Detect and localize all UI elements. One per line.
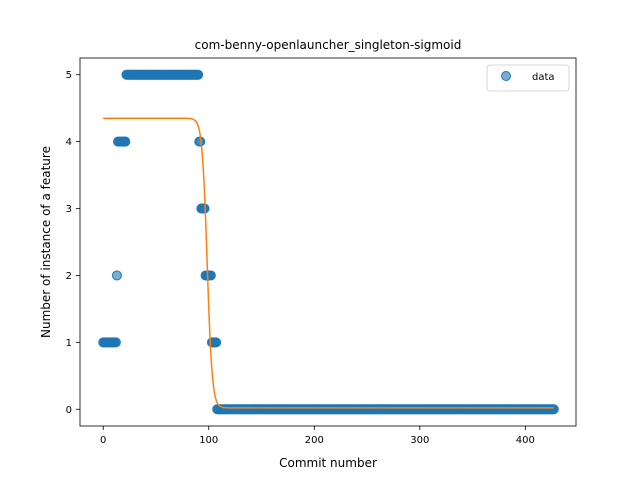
chart-title: com-benny-openlauncher_singleton-sigmoid xyxy=(195,38,462,52)
y-tick-label: 1 xyxy=(66,338,72,349)
legend: data xyxy=(486,64,570,92)
y-tick-label: 5 xyxy=(66,70,72,81)
legend-marker-data xyxy=(501,71,511,81)
legend-box xyxy=(486,64,570,92)
data-point xyxy=(111,270,122,281)
data-point xyxy=(110,337,121,348)
points-layer xyxy=(98,69,559,415)
x-tick-label: 200 xyxy=(305,435,324,446)
data-point xyxy=(205,270,216,281)
x-tick-label: 100 xyxy=(199,435,218,446)
x-tick-label: 400 xyxy=(516,435,535,446)
x-tick-label: 0 xyxy=(100,435,106,446)
data-point xyxy=(120,136,131,147)
y-tick-label: 0 xyxy=(66,405,72,416)
y-tick-label: 3 xyxy=(66,204,72,215)
data-point xyxy=(548,404,559,415)
y-tick-label: 2 xyxy=(66,271,72,282)
x-axis-label: Commit number xyxy=(279,456,377,470)
data-point xyxy=(211,337,222,348)
data-point xyxy=(193,69,204,80)
x-axis-ticks: 0 100 200 300 400 xyxy=(100,426,535,446)
sigmoid-fit-line xyxy=(103,117,554,409)
x-tick-label: 300 xyxy=(410,435,429,446)
axes-frame xyxy=(79,57,577,427)
plot-area xyxy=(98,69,559,415)
y-tick-label: 4 xyxy=(66,137,72,148)
y-axis-ticks: 0 1 2 3 4 5 xyxy=(66,70,80,416)
y-axis-label: Number of instance of a feature xyxy=(39,146,53,338)
legend-label-data: data xyxy=(532,72,555,83)
